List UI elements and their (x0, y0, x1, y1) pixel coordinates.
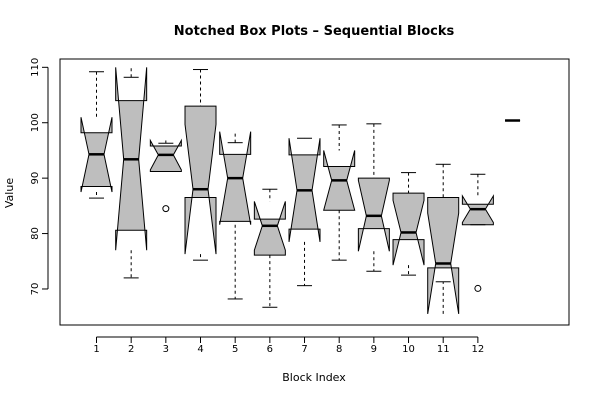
box-group (323, 124, 356, 261)
box-body (184, 105, 217, 255)
x-tick-label: 2 (128, 344, 134, 355)
x-tick-label: 5 (232, 344, 238, 355)
y-tick-label: 90 (30, 172, 41, 185)
box-group (427, 163, 460, 314)
box-group (253, 188, 286, 308)
x-tick-label: 3 (163, 344, 169, 355)
box-group (357, 123, 390, 272)
box-body (392, 192, 425, 266)
box-group (392, 172, 425, 276)
box-group (219, 131, 252, 300)
x-tick-label: 7 (301, 344, 307, 355)
x-tick-label: 8 (336, 344, 342, 355)
y-tick-label: 110 (30, 58, 41, 77)
y-tick-label: 80 (30, 227, 41, 240)
x-tick-label: 4 (197, 344, 203, 355)
outlier-point (474, 284, 482, 292)
box-group (80, 71, 113, 199)
x-tick-label: 1 (93, 344, 99, 355)
x-tick-label: 12 (472, 344, 485, 355)
plot-frame (59, 58, 570, 326)
outlier-point (162, 205, 170, 213)
y-tick-label: 100 (30, 113, 41, 132)
x-tick-label: 10 (402, 344, 415, 355)
box-body (427, 197, 460, 314)
x-tick-label: 9 (371, 344, 377, 355)
box-body (253, 201, 286, 256)
boxes (80, 67, 521, 314)
box-group (149, 138, 182, 213)
x-axis-label: Block Index (282, 371, 346, 384)
x-tick-label: 6 (267, 344, 273, 355)
y-axis-label: Value (3, 178, 16, 208)
box-group (184, 69, 217, 261)
x-tick-label: 11 (437, 344, 450, 355)
chart-title: Notched Box Plots – Sequential Blocks (174, 24, 455, 39)
box-group (115, 67, 148, 279)
box-group (461, 173, 494, 292)
box-group (288, 137, 321, 287)
y-tick-label: 70 (30, 283, 41, 296)
